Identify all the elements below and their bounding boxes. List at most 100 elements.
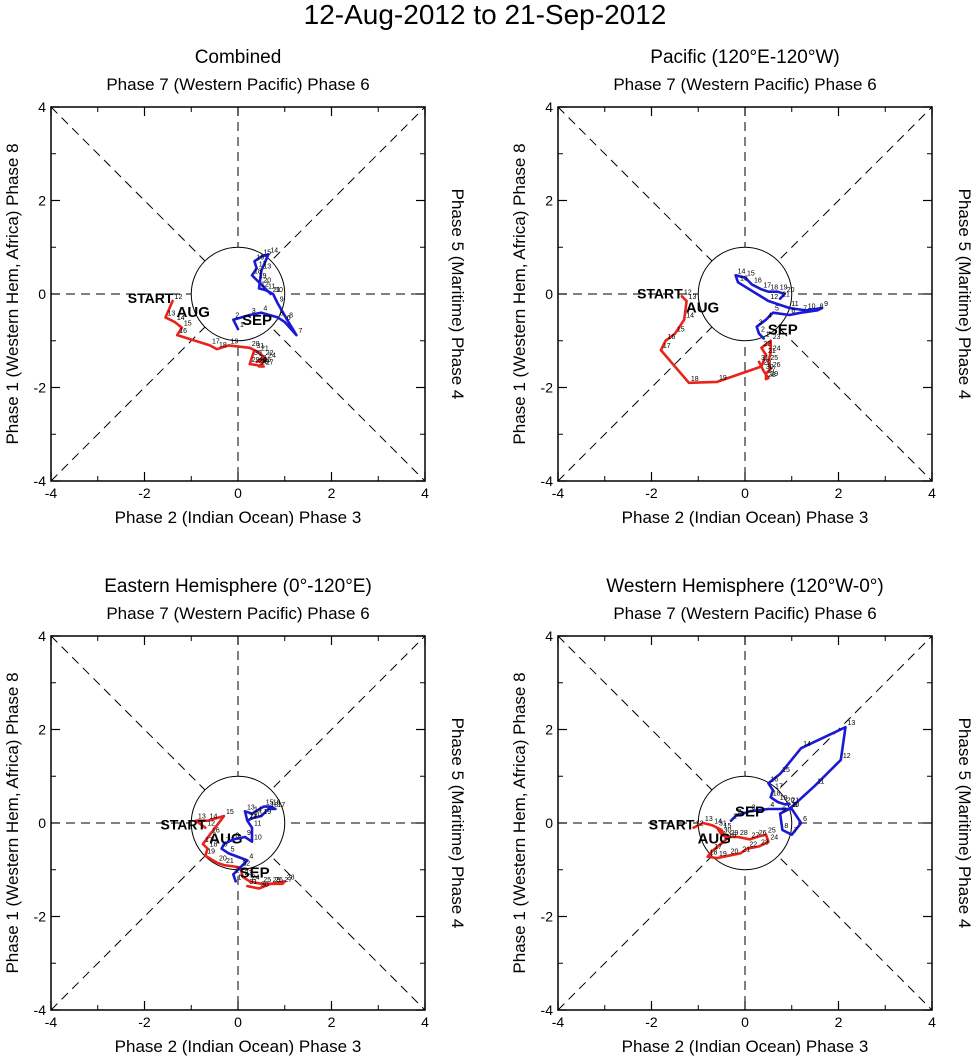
series-line-aug — [659, 294, 773, 385]
day-label: 16 — [728, 832, 736, 839]
x-tick-label: 2 — [328, 1014, 336, 1030]
y-tick-label: 2 — [38, 722, 46, 738]
page-title: 12-Aug-2012 to 21-Sep-2012 — [304, 0, 667, 30]
day-label: 4 — [249, 853, 253, 860]
day-label: 27 — [284, 877, 292, 884]
x-axis-label: Phase 2 (Indian Ocean) Phase 3 — [115, 1037, 362, 1056]
start-label: START — [649, 817, 695, 833]
day-label: 24 — [773, 345, 781, 352]
day-label: 17 — [277, 802, 285, 809]
day-label: 15 — [184, 321, 192, 328]
day-label: 15 — [226, 809, 234, 816]
month-label-aug: AUG — [698, 831, 731, 848]
day-label: 4 — [770, 802, 774, 809]
day-label: 1 — [240, 322, 244, 329]
day-label: 8 — [784, 823, 788, 830]
series-line-aug — [692, 821, 770, 860]
day-label: 8 — [819, 303, 823, 310]
day-label: 28 — [287, 874, 295, 881]
day-label: 3 — [252, 308, 256, 315]
x-tick-label: 0 — [234, 1014, 242, 1030]
day-label: 24 — [770, 835, 778, 842]
x-tick-label: 2 — [835, 485, 843, 501]
day-label: 14 — [270, 247, 278, 254]
unit-circle — [697, 775, 793, 871]
day-label: 31 — [249, 879, 257, 886]
month-label-aug: AUG — [209, 831, 242, 848]
day-label: 23 — [245, 870, 253, 877]
day-label: 24 — [268, 352, 276, 359]
month-label-sep: SEP — [242, 312, 272, 329]
day-label: 10 — [808, 303, 816, 310]
x-tick-label: 4 — [928, 485, 936, 501]
x-tick-label: -2 — [645, 485, 658, 501]
y-tick-label: 2 — [545, 193, 553, 209]
y-tick-label: -4 — [541, 1002, 554, 1018]
day-label: 12 — [261, 281, 269, 288]
day-label: 18 — [254, 268, 262, 275]
x-tick-label: -2 — [138, 1014, 151, 1030]
day-label: 30 — [254, 350, 262, 357]
day-label: 27 — [266, 359, 274, 366]
day-label: 11 — [254, 821, 261, 828]
panel-title: Western Hemisphere (120°W-0°) — [606, 576, 883, 597]
day-label: 29 — [273, 877, 281, 884]
day-label: 18 — [773, 790, 781, 797]
day-label: 13 — [198, 814, 206, 821]
x-tick-label: -4 — [552, 485, 565, 501]
y-tick-label: 0 — [38, 286, 46, 302]
day-label: 19 — [263, 809, 271, 816]
day-label: 3 — [242, 860, 246, 867]
x-axis-label: Phase 2 (Indian Ocean) Phase 3 — [622, 508, 869, 527]
day-label: 20 — [219, 856, 227, 863]
phase-divider-diagonal — [557, 106, 933, 482]
y-tick-label: 4 — [545, 628, 553, 644]
month-label-aug: AUG — [177, 304, 210, 321]
day-label: 19 — [719, 375, 727, 382]
day-label: 8 — [289, 313, 293, 320]
day-label: 23 — [773, 334, 781, 341]
day-label: 31 — [719, 821, 727, 828]
chart-panels: Combined Phase 7 (Western Pacific) Phase … — [3, 47, 971, 1056]
day-label: 17 — [259, 261, 267, 268]
y-tick-label: 2 — [545, 722, 553, 738]
day-label: 24 — [252, 874, 260, 881]
day-label: 17 — [714, 844, 722, 851]
day-label: 21 — [273, 287, 281, 294]
y-tick-label: 4 — [545, 99, 553, 115]
x-tick-label: 4 — [928, 1014, 936, 1030]
day-label: 26 — [261, 359, 269, 366]
day-label: 17 — [212, 338, 220, 345]
day-label: 19 — [780, 795, 788, 802]
y-tick-label: -4 — [34, 1002, 47, 1018]
day-label: 6 — [791, 308, 795, 315]
day-label: 19 — [231, 338, 239, 345]
day-label: 18 — [770, 285, 778, 292]
day-label: 15 — [266, 800, 274, 807]
day-label: 18 — [210, 842, 218, 849]
y-axis-label: Phase 1 (Western Hem, Africa) Phase 8 — [3, 672, 22, 973]
day-label: 20 — [787, 797, 795, 804]
day-label: 12 — [175, 294, 183, 301]
day-label: 20 — [254, 811, 262, 818]
x-tick-label: -4 — [45, 485, 58, 501]
phase-divider-diagonal — [557, 635, 933, 1011]
chart-panel-1: Combined Phase 7 (Western Pacific) Phase … — [3, 47, 467, 527]
x-tick-label: -4 — [45, 1014, 58, 1030]
y-tick-label: 0 — [545, 815, 553, 831]
day-label: 16 — [754, 278, 762, 285]
day-label: 25 — [263, 877, 271, 884]
panel-title: Pacific (120°E-120°W) — [650, 47, 839, 68]
day-label: 7 — [794, 828, 798, 835]
day-label: 9 — [824, 301, 828, 308]
day-label: 22 — [763, 341, 771, 348]
day-label: 30 — [261, 881, 269, 888]
x-axis-label: Phase 2 (Indian Ocean) Phase 3 — [115, 508, 362, 527]
day-label: 21 — [791, 797, 799, 804]
day-label: 28 — [768, 372, 776, 379]
day-label: 10 — [791, 802, 799, 809]
day-label: 17 — [205, 837, 213, 844]
day-label: 29 — [252, 357, 260, 364]
day-label: 29 — [731, 830, 739, 837]
